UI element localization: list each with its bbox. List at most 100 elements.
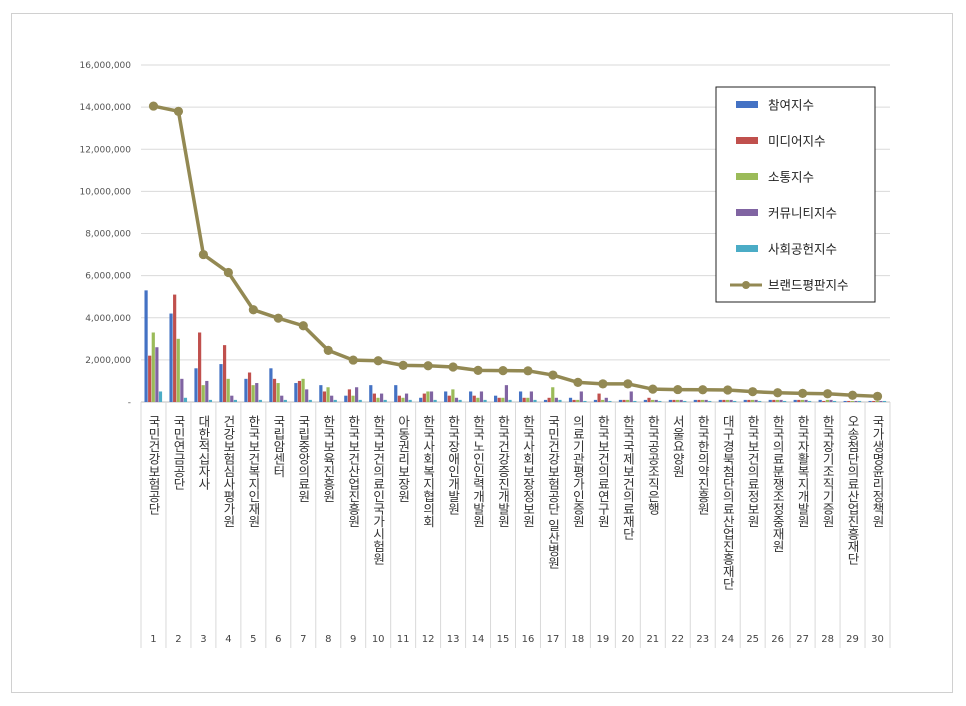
legend-label-4: 커뮤니티지수 — [768, 206, 837, 221]
bar-5-26 — [783, 400, 787, 402]
bar-1-18 — [568, 397, 573, 402]
brand-index-point-1 — [148, 101, 159, 111]
rank-label-26: 26 — [771, 634, 784, 645]
category-label-1: 국민건강보험공단 — [146, 415, 161, 515]
y-tick-label: 8,000,000 — [85, 230, 131, 240]
bar-2-2 — [173, 294, 177, 402]
line-layer — [148, 101, 883, 401]
bar-5-7 — [308, 399, 312, 402]
bar-5-29 — [857, 400, 862, 402]
bar-2-15 — [497, 397, 501, 402]
bar-1-27 — [793, 399, 797, 402]
brand-index-point-8 — [323, 345, 333, 355]
bar-3-15 — [501, 397, 505, 402]
brand-index-point-4 — [223, 267, 233, 278]
bar-1-13 — [444, 391, 448, 402]
y-tick-label: 6,000,000 — [85, 272, 131, 282]
bar-1-11 — [394, 385, 398, 402]
rank-label-18: 18 — [572, 634, 585, 645]
bar-1-7 — [294, 383, 298, 402]
brand-index-point-18 — [573, 377, 583, 388]
bar-2-11 — [397, 395, 401, 402]
bar-4-1 — [155, 347, 159, 402]
category-label-24: 대구경북첨단의료산업진흥재단 — [720, 415, 735, 590]
bar-1-26 — [768, 399, 772, 402]
brand-index-point-27 — [798, 388, 808, 398]
bar-3-12 — [426, 391, 430, 402]
bar-3-1 — [151, 332, 155, 402]
bar-3-19 — [601, 399, 605, 402]
brand-index-point-12 — [423, 361, 433, 371]
bar-2-14 — [472, 395, 476, 402]
bar-3-5 — [251, 385, 255, 402]
bar-1-14 — [469, 391, 473, 402]
rank-label-4: 4 — [225, 634, 231, 645]
rank-label-22: 22 — [671, 634, 684, 645]
bar-1-20 — [618, 399, 623, 402]
bar-2-5 — [247, 372, 252, 402]
category-label-16: 한국사회보장정보원 — [520, 415, 535, 528]
bar-4-21 — [654, 399, 658, 402]
bar-2-17 — [547, 397, 551, 402]
bar-1-6 — [269, 368, 273, 402]
rank-label-29: 29 — [846, 634, 859, 645]
bar-2-20 — [622, 399, 626, 402]
bar-3-11 — [401, 397, 405, 402]
bar-3-13 — [451, 389, 455, 402]
brand-index-point-30 — [872, 391, 883, 401]
bar-3-18 — [576, 399, 580, 402]
category-label-26: 한국의료분쟁조정중재원 — [770, 415, 785, 553]
category-label-27: 한국자활복지개발원 — [795, 415, 810, 528]
rank-label-12: 12 — [422, 634, 435, 645]
bar-3-25 — [750, 399, 755, 402]
bar-1-12 — [419, 397, 423, 402]
bar-4-6 — [280, 395, 284, 402]
bar-5-19 — [608, 400, 612, 402]
rank-label-11: 11 — [397, 634, 410, 645]
bar-3-30 — [875, 400, 879, 402]
bar-1-2 — [169, 313, 173, 402]
bar-5-9 — [358, 399, 362, 402]
brand-index-point-28 — [822, 389, 833, 399]
bar-4-29 — [854, 400, 858, 402]
bar-3-28 — [825, 399, 829, 402]
bar-4-17 — [554, 397, 558, 402]
rank-label-24: 24 — [721, 634, 734, 645]
bar-4-22 — [679, 399, 683, 402]
bar-5-22 — [683, 400, 687, 402]
brand-index-point-22 — [673, 384, 683, 395]
bar-1-9 — [344, 395, 348, 402]
bar-4-26 — [779, 399, 783, 402]
y-tick-label: 14,000,000 — [79, 103, 131, 113]
rank-label-2: 2 — [175, 634, 181, 645]
category-label-17: 국민건강보험공단 일산병원 — [545, 415, 560, 569]
bar-5-30 — [882, 400, 887, 402]
category-label-13: 한국장애인개발원 — [446, 415, 461, 515]
bar-2-30 — [872, 400, 876, 402]
bar-5-13 — [458, 399, 462, 402]
rank-label-6: 6 — [275, 634, 281, 645]
bar-2-29 — [847, 400, 851, 402]
bar-2-18 — [572, 399, 576, 402]
bar-3-27 — [800, 399, 805, 402]
bar-2-10 — [372, 393, 376, 402]
bar-4-12 — [429, 391, 434, 402]
rank-label-1: 1 — [150, 634, 156, 645]
category-label-15: 한국건강증진개발원 — [496, 415, 511, 528]
bar-3-20 — [626, 399, 630, 402]
bar-5-23 — [708, 400, 712, 402]
bar-1-30 — [868, 400, 872, 402]
bar-3-29 — [850, 400, 854, 402]
bar-4-27 — [804, 399, 808, 402]
bar-1-5 — [244, 378, 248, 402]
brand-index-point-21 — [648, 384, 658, 394]
bar-5-1 — [158, 391, 163, 402]
bar-2-7 — [297, 380, 302, 402]
brand-index-point-10 — [373, 356, 383, 366]
y-axis: - 2,000,000 4,000,000 6,000,000 8,000,000 10,… — [79, 61, 131, 408]
bar-4-20 — [629, 391, 633, 402]
bar-2-23 — [697, 399, 701, 402]
bar-4-11 — [404, 393, 409, 402]
bar-5-16 — [533, 399, 537, 402]
